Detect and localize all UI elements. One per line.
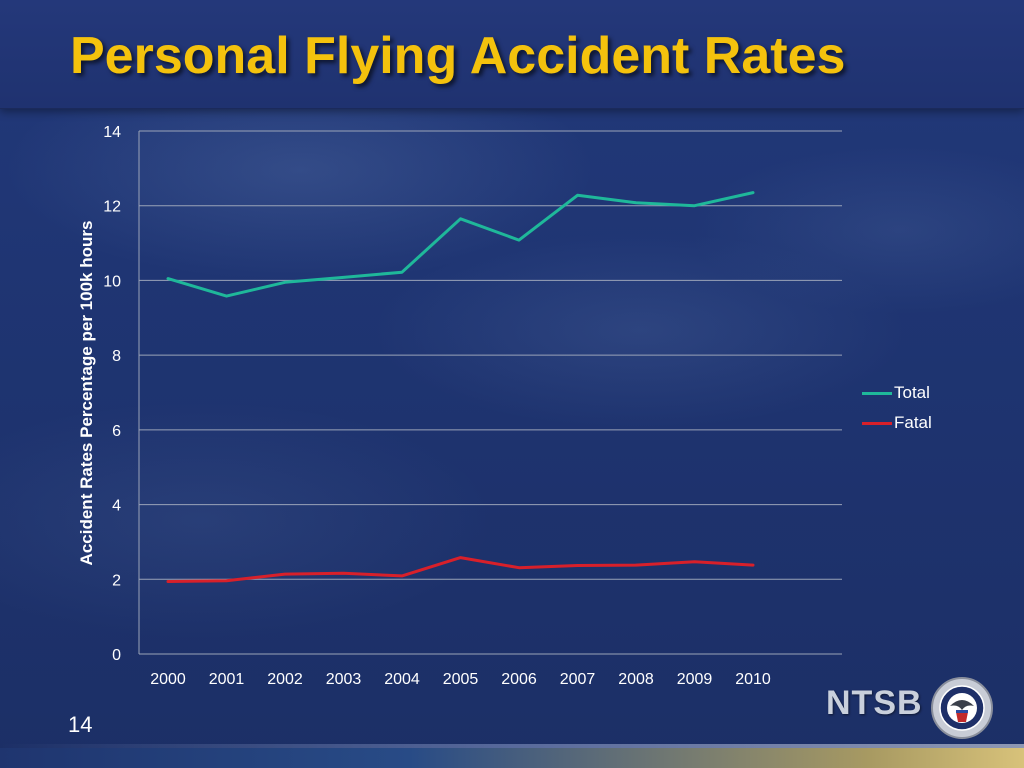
footer-bar — [0, 748, 1024, 768]
y-axis-ticks: 0 2 4 6 8 10 12 14 — [103, 124, 121, 664]
legend-item-total: Total — [862, 378, 932, 408]
x-tick-label: 2002 — [267, 671, 303, 688]
legend-swatch-total — [862, 391, 892, 395]
title-bar: Personal Flying Accident Rates — [0, 0, 1024, 109]
x-tick-label: 2003 — [326, 671, 362, 688]
y-tick-label: 4 — [112, 498, 121, 515]
series-line-total — [166, 191, 755, 298]
y-axis-label: Accident Rates Percentage per 100k hours — [77, 221, 96, 566]
x-tick-label: 2001 — [209, 671, 245, 688]
x-tick-label: 2007 — [560, 671, 596, 688]
slide-title: Personal Flying Accident Rates — [70, 27, 846, 85]
legend: Total Fatal — [862, 378, 932, 438]
legend-label-fatal: Fatal — [894, 413, 932, 432]
footer-shine — [0, 744, 1024, 748]
x-tick-label: 2008 — [618, 671, 654, 688]
y-tick-label: 14 — [103, 124, 121, 141]
slide-number: 14 — [68, 712, 93, 737]
y-tick-label: 2 — [112, 572, 121, 589]
series-line-fatal — [166, 556, 755, 583]
grid-lines — [138, 130, 842, 655]
x-axis-ticks: 2000 2001 2002 2003 2004 2005 2006 2007 2008 2009… — [150, 671, 771, 688]
legend-label-total: Total — [894, 383, 930, 402]
ntsb-logo-text: NTSB — [826, 684, 923, 722]
x-tick-label: 2006 — [501, 671, 537, 688]
y-tick-label: 0 — [112, 647, 121, 664]
x-tick-label: 2004 — [384, 671, 420, 688]
y-tick-label: 10 — [103, 273, 121, 290]
series-lines — [166, 191, 755, 583]
x-tick-label: 2000 — [150, 671, 186, 688]
y-tick-label: 8 — [112, 348, 121, 365]
legend-swatch-fatal — [862, 421, 892, 425]
legend-item-fatal: Fatal — [862, 408, 932, 438]
x-tick-label: 2005 — [443, 671, 479, 688]
y-tick-label: 6 — [112, 423, 121, 440]
x-tick-label: 2009 — [677, 671, 713, 688]
y-tick-label: 12 — [103, 199, 121, 216]
x-tick-label: 2010 — [735, 671, 771, 688]
ntsb-seal-icon — [931, 677, 993, 739]
